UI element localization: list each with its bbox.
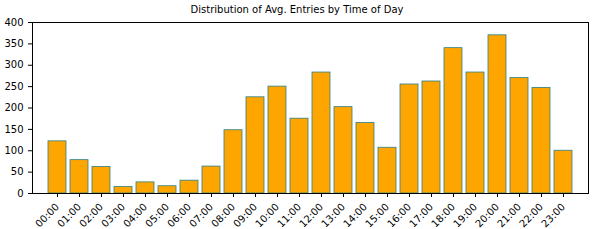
svg-text:23:00: 23:00 xyxy=(539,201,567,229)
svg-text:150: 150 xyxy=(4,124,23,135)
svg-text:400: 400 xyxy=(4,18,23,28)
svg-text:250: 250 xyxy=(4,81,23,92)
svg-text:350: 350 xyxy=(4,38,23,49)
svg-text:100: 100 xyxy=(4,145,23,156)
svg-text:200: 200 xyxy=(4,102,23,113)
html-text:Distribution of Avg. Entries b: Distribution of Avg. Entries by Time of … xyxy=(190,4,404,15)
svg-text:300: 300 xyxy=(4,59,23,70)
svg-text:50: 50 xyxy=(11,166,24,177)
svg-text:0: 0 xyxy=(17,188,23,199)
